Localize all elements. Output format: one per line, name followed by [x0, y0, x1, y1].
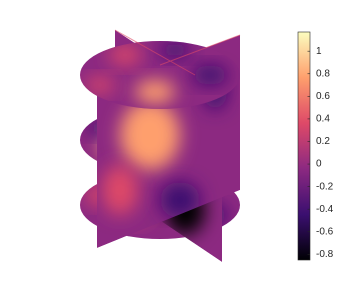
- colorbar-scale: [297, 31, 311, 261]
- tick-label: -0.4: [316, 204, 334, 215]
- tick-label: -0.6: [316, 226, 334, 237]
- tick-label: 0.4: [316, 114, 330, 125]
- horizontal-slice: [80, 41, 240, 109]
- tick-label: -0.2: [316, 181, 334, 192]
- color-patch: [192, 65, 228, 85]
- slice-edge: [114, 29, 241, 76]
- color-patch: [102, 165, 138, 215]
- tick-label: 0: [316, 159, 322, 170]
- tick-label: 1: [316, 46, 322, 57]
- colorbar: -0.8 -0.6 -0.4 -0.2 0 0.2 0.4 0.6 0.8 1: [297, 31, 334, 261]
- color-patch: [120, 100, 180, 170]
- color-patch: [160, 182, 200, 218]
- tick-label: -0.8: [316, 249, 334, 260]
- color-patch: [160, 42, 190, 58]
- tick-label: 0.6: [316, 91, 330, 102]
- tick-label: 0.8: [316, 68, 330, 79]
- slice-volume: [80, 29, 241, 262]
- color-patch: [85, 77, 115, 93]
- color-patch: [135, 80, 175, 104]
- color-patch: [109, 45, 141, 65]
- tick-label: 0.2: [316, 136, 330, 147]
